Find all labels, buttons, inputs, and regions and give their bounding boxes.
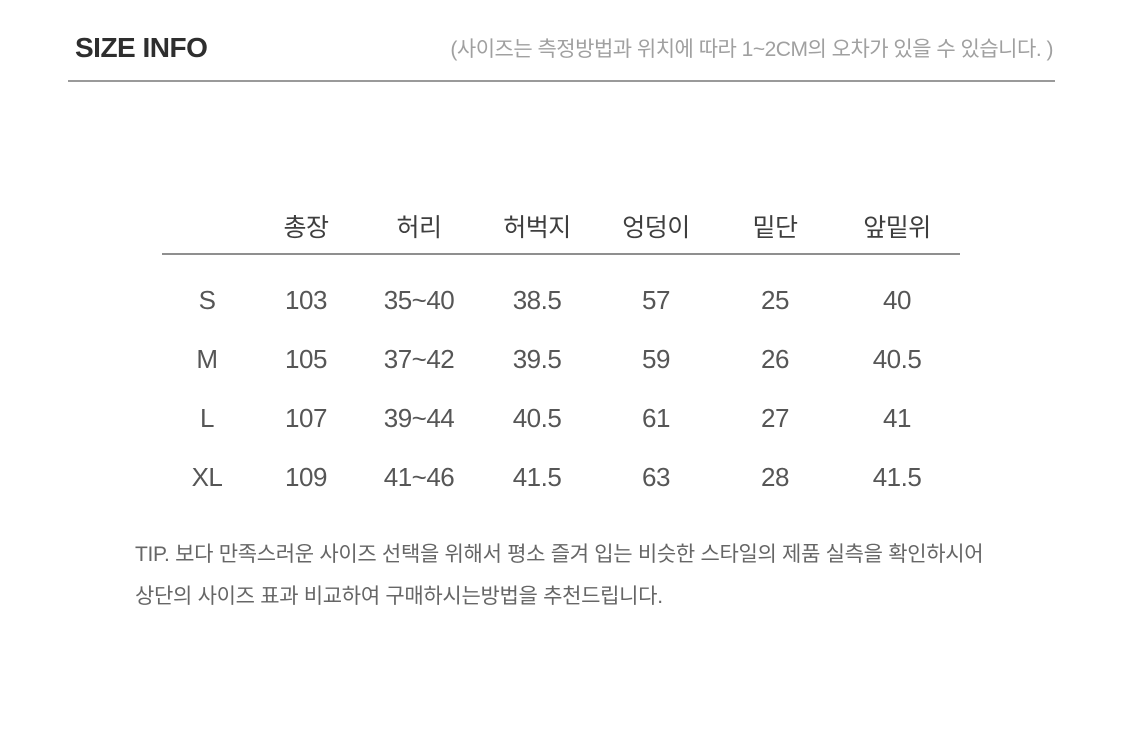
table-cell: 37~42	[383, 344, 455, 374]
table-cell: 39~44	[383, 403, 455, 433]
table-cell: 109	[285, 462, 327, 492]
table-cell: 26	[761, 344, 789, 374]
table-cell: 40.5	[872, 344, 922, 374]
row-label-m: M	[196, 344, 218, 374]
column-header-waist: 허리	[396, 213, 442, 242]
section-header: SIZE INFO (사이즈는 측정방법과 위치에 따라 1~2CM의 오차가 …	[0, 0, 1125, 64]
column-header-corner	[162, 198, 252, 253]
table-cell: 28	[761, 462, 789, 492]
table-cell: 59	[642, 344, 670, 374]
table-cell: 41~46	[383, 462, 455, 492]
column-header-front-rise: 앞밑위	[863, 213, 931, 242]
row-label-xl: XL	[191, 462, 223, 492]
size-tip-line-2: 상단의 사이즈 표과 비교하여 구매하시는방법을 추천드립니다.	[135, 585, 663, 608]
table-cell: 57	[642, 285, 670, 315]
column-header-hip: 엉덩이	[622, 213, 690, 242]
table-cell: 40.5	[512, 403, 562, 433]
size-tolerance-note: (사이즈는 측정방법과 위치에 따라 1~2CM의 오차가 있을 수 있습니다.…	[450, 38, 1053, 61]
size-table: 총장 허리 허벅지 엉덩이 밑단 앞밑위 S 103 35~40 38.5 57…	[162, 198, 960, 507]
table-cell: 63	[642, 462, 670, 492]
table-cell: 27	[761, 403, 789, 433]
row-label-l: L	[200, 403, 214, 433]
header-divider	[68, 80, 1055, 82]
page-title: SIZE INFO	[75, 32, 208, 63]
table-cell: 41.5	[512, 462, 562, 492]
column-header-total-length: 총장	[283, 213, 329, 242]
column-header-hem: 밑단	[752, 213, 798, 242]
row-label-s: S	[198, 285, 216, 315]
column-header-thigh: 허벅지	[503, 213, 571, 242]
table-cell: 41.5	[872, 462, 922, 492]
table-cell: 38.5	[512, 285, 562, 315]
table-cell: 40	[883, 285, 911, 315]
table-cell: 61	[642, 403, 670, 433]
table-cell: 35~40	[383, 285, 455, 315]
table-cell: 25	[761, 285, 789, 315]
size-tip-text: TIP. 보다 만족스러운 사이즈 선택을 위해서 평소 즐겨 입는 비슷한 스…	[135, 534, 1055, 618]
size-tip-line-1: TIP. 보다 만족스러운 사이즈 선택을 위해서 평소 즐겨 입는 비슷한 스…	[135, 543, 984, 566]
table-cell: 41	[883, 403, 911, 433]
table-cell: 39.5	[512, 344, 562, 374]
table-cell: 105	[285, 344, 327, 374]
table-cell: 103	[285, 285, 327, 315]
table-cell: 107	[285, 403, 327, 433]
table-header-divider	[162, 253, 960, 255]
